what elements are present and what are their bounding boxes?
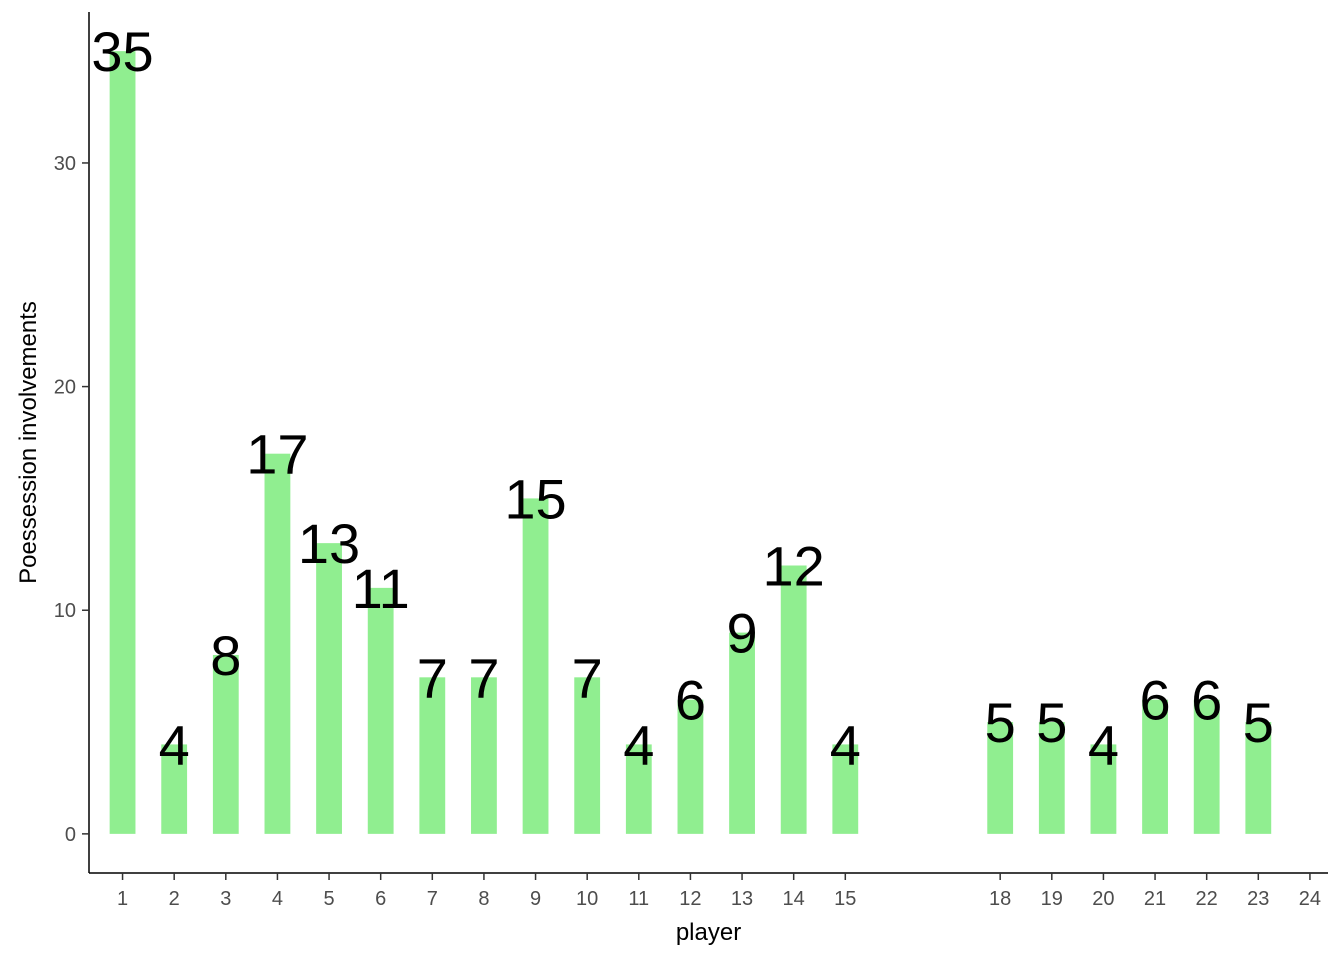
data-label-player-5: 13 (298, 512, 360, 575)
data-label-player-21: 6 (1139, 669, 1170, 732)
bar-player-20 (1090, 744, 1117, 834)
bar-player-10 (574, 677, 601, 834)
data-label-player-10: 7 (572, 646, 603, 709)
bar-player-8 (471, 677, 497, 834)
y-ticks-group: 0 10 20 30 (54, 153, 89, 846)
data-label-player-7: 7 (417, 646, 448, 709)
x-tick-label-8: 8 (478, 888, 489, 910)
bar-player-6 (367, 587, 394, 834)
x-tick-label-24: 24 (1299, 888, 1321, 910)
bar-player-14 (780, 565, 807, 834)
bar-player-11 (625, 744, 652, 834)
bar-player-18 (987, 722, 1014, 834)
x-tick-label-1: 1 (117, 888, 128, 910)
data-label-player-20: 4 (1088, 713, 1119, 776)
x-tick-label-20: 20 (1092, 888, 1114, 910)
x-tick-label-10: 10 (576, 888, 598, 910)
bar-player-15 (832, 744, 859, 834)
x-tick-label-18: 18 (989, 888, 1011, 910)
data-label-player-13: 9 (726, 602, 757, 665)
x-tick-label-22: 22 (1196, 888, 1218, 910)
y-tick-label-0: 0 (65, 824, 76, 846)
data-label-player-12: 6 (675, 669, 706, 732)
x-ticks-group: 1 2 3 4 5 6 7 8 9 10 11 12 13 14 15 18 19 20 21 22 23 24 (117, 873, 1321, 910)
y-tick-label-30: 30 (54, 153, 76, 175)
x-tick-label-12: 12 (679, 888, 701, 910)
x-tick-label-14: 14 (783, 888, 805, 910)
bar-player-23 (1245, 722, 1272, 834)
y-tick-label-20: 20 (54, 377, 76, 399)
bar-player-4 (264, 453, 291, 834)
x-tick-label-9: 9 (530, 888, 541, 910)
data-label-player-2: 4 (159, 713, 190, 776)
data-label-player-3: 8 (210, 624, 241, 687)
bars-group (109, 51, 1272, 834)
x-tick-label-5: 5 (323, 888, 334, 910)
bar-player-22 (1193, 699, 1220, 834)
y-axis-title: Poessession involvements (15, 301, 42, 584)
x-tick-label-11: 11 (628, 888, 649, 910)
bar-player-13 (729, 632, 755, 834)
data-label-player-18: 5 (985, 691, 1016, 754)
x-tick-label-19: 19 (1041, 888, 1063, 910)
data-label-player-11: 4 (623, 713, 654, 776)
data-label-player-23: 5 (1243, 691, 1274, 754)
bar-player-1 (109, 51, 136, 834)
bar-player-12 (677, 699, 704, 834)
x-axis-title: player (676, 919, 741, 946)
bar-player-3 (212, 654, 239, 834)
x-tick-label-4: 4 (272, 888, 283, 910)
x-tick-label-6: 6 (375, 888, 386, 910)
x-tick-label-2: 2 (169, 888, 180, 910)
bar-player-7 (419, 677, 446, 834)
data-label-player-8: 7 (468, 646, 499, 709)
data-label-player-4: 17 (246, 423, 308, 486)
x-tick-label-13: 13 (731, 888, 753, 910)
x-tick-label-21: 21 (1144, 888, 1166, 910)
data-label-player-9: 15 (504, 467, 566, 530)
data-label-player-14: 12 (763, 535, 825, 598)
bar-player-19 (1038, 722, 1065, 834)
bar-player-2 (161, 744, 188, 834)
data-label-player-1: 35 (91, 20, 153, 83)
x-tick-label-7: 7 (427, 888, 438, 910)
y-tick-label-10: 10 (54, 600, 76, 622)
x-tick-label-15: 15 (834, 888, 856, 910)
bar-player-9 (522, 498, 549, 834)
data-label-player-22: 6 (1191, 669, 1222, 732)
data-label-player-6: 11 (352, 557, 410, 620)
data-label-player-19: 5 (1036, 691, 1067, 754)
bar-player-5 (316, 543, 342, 834)
x-tick-label-23: 23 (1247, 888, 1269, 910)
x-tick-label-3: 3 (220, 888, 231, 910)
data-label-player-15: 4 (830, 713, 861, 776)
bar-player-21 (1142, 699, 1168, 834)
